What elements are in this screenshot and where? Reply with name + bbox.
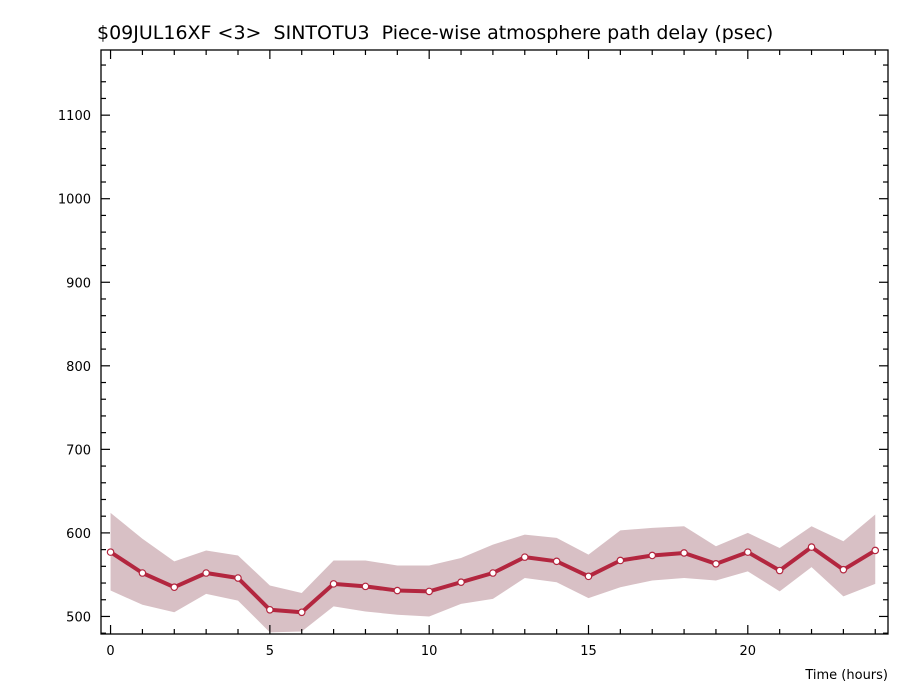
plot-frame xyxy=(100,49,889,635)
y-tick-label: 600 xyxy=(66,527,91,542)
tick-layer xyxy=(101,50,888,634)
data-point xyxy=(106,548,115,556)
data-point xyxy=(202,569,210,577)
data-point xyxy=(297,608,306,617)
data-point xyxy=(648,551,657,560)
data-point xyxy=(584,572,593,581)
x-tick-label: 20 xyxy=(740,644,757,659)
chart-title: $09JUL16XF <3> SINTOTU3 Piece-wise atmos… xyxy=(97,22,773,44)
data-point xyxy=(871,546,880,555)
data-point xyxy=(361,582,370,591)
data-point xyxy=(234,574,242,582)
x-axis-label: Time (hours) xyxy=(804,668,888,683)
x-tick-label: 5 xyxy=(266,644,274,659)
data-point xyxy=(712,560,720,568)
data-point-layer xyxy=(106,543,880,617)
x-tick-label: 10 xyxy=(421,644,438,659)
data-point xyxy=(616,556,625,565)
data-point xyxy=(744,548,752,556)
y-tick-label: 1000 xyxy=(58,193,91,208)
y-tick-label: 1100 xyxy=(58,109,91,124)
data-point xyxy=(552,557,561,566)
data-point xyxy=(807,543,816,551)
y-tick-label: 500 xyxy=(66,610,91,625)
data-point xyxy=(457,578,465,587)
x-tick-label: 15 xyxy=(580,644,597,659)
data-point xyxy=(839,565,848,574)
data-point xyxy=(393,586,402,595)
data-point xyxy=(489,569,497,577)
x-tick-label: 0 xyxy=(106,644,114,659)
y-tick-label: 800 xyxy=(66,360,91,375)
data-point xyxy=(425,587,433,596)
tick-label-layer: 0 5 10 15 20 500 600 700 800 900 1000 1100 xyxy=(58,109,756,659)
data-point xyxy=(329,580,338,588)
data-point xyxy=(138,569,147,577)
data-point xyxy=(520,553,529,561)
y-tick-label: 700 xyxy=(66,443,91,458)
data-point xyxy=(775,566,784,575)
data-point xyxy=(680,549,688,557)
y-tick-label: 900 xyxy=(66,276,91,291)
data-point xyxy=(266,605,274,614)
data-point xyxy=(170,583,179,592)
